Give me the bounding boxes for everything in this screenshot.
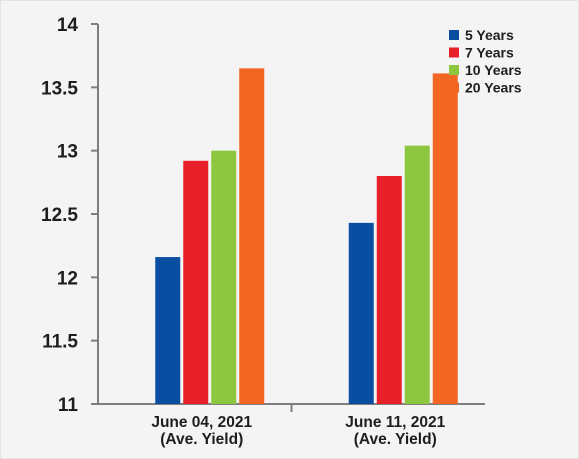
x-category-label: June 04, 2021 (Ave. Yield) xyxy=(151,414,252,448)
bar-7-years xyxy=(376,176,402,404)
bar-20-years xyxy=(432,73,458,405)
legend-swatch xyxy=(449,47,459,58)
legend-label: 10 Years xyxy=(465,62,522,78)
y-tick-label: 11 xyxy=(58,395,79,416)
legend-swatch xyxy=(449,65,459,75)
y-tick-label: 11.5 xyxy=(42,332,78,353)
bar-5-years xyxy=(155,257,181,404)
bar-10-years xyxy=(211,150,237,404)
y-tick-label: 13.5 xyxy=(41,78,78,99)
bar-5-years xyxy=(348,222,374,404)
y-tick-label: 14 xyxy=(57,15,79,36)
x-category-label-line: June 04, 2021 xyxy=(151,414,252,431)
legend-swatch xyxy=(449,82,459,93)
bars xyxy=(155,68,458,405)
y-tick-label: 12 xyxy=(57,268,78,289)
x-category-label: June 11, 2021 (Ave. Yield) xyxy=(345,414,445,448)
bar-10-years xyxy=(404,145,430,404)
bar-20-years xyxy=(239,68,265,404)
x-category-label-line: (Ave. Yield) xyxy=(354,431,437,448)
legend-label: 20 Years xyxy=(465,80,522,96)
legend-label: 7 Years xyxy=(465,45,514,61)
y-tick-label: 13 xyxy=(57,142,78,163)
x-category-label-line: June 11, 2021 xyxy=(345,414,445,431)
bar-7-years xyxy=(183,160,209,404)
legend-label: 5 Years xyxy=(465,27,514,43)
legend-swatch xyxy=(449,30,459,40)
x-category-label-line: (Ave. Yield) xyxy=(160,431,243,448)
y-tick-label: 12.5 xyxy=(41,205,78,226)
